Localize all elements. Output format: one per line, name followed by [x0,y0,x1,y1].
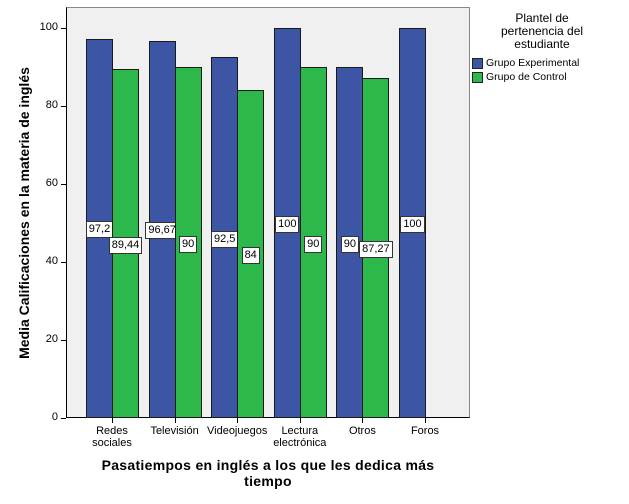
x-tick-label: Videojuegos [207,425,268,437]
y-tick-label: 40 [45,255,58,267]
bar-value-label: 87,27 [359,240,393,258]
legend-item-control: Grupo de Control [472,71,622,83]
x-axis-label-line1: Pasatiempos en inglés a los que les dedi… [101,457,435,473]
legend-title-line: pertenencia del [500,24,584,38]
x-tick-mark [425,418,426,423]
legend: Plantel de pertenencia del estudiante Gr… [472,12,622,83]
legend-item-experimental: Grupo Experimental [472,57,622,69]
bar-value-label: 97,2 [85,221,114,239]
x-tick-mark [174,418,176,423]
x-tick-mark [237,418,239,423]
y-tick-label: 60 [45,177,58,189]
x-tick-label: Otros [348,425,376,437]
legend-label: Grupo de Control [486,71,567,83]
x-tick-label: Lectura electrónica [273,425,327,449]
bar-value-label: 90 [340,235,360,253]
y-tick-mark [61,262,66,263]
y-tick-label: 20 [45,333,58,345]
y-tick-mark [61,340,66,341]
bar-value-label: 96,67 [145,222,179,240]
y-tick-mark [61,28,66,29]
bar-value-label: 84 [241,247,260,265]
x-tick-label: Redes sociales [92,425,132,449]
x-tick-label: Televisión [150,425,199,437]
bar-value-label: 90 [304,235,323,253]
bar-value-label: 89,44 [108,236,143,254]
x-axis-label-line2: tiempo [244,473,292,489]
x-tick-mark [362,418,364,423]
bar-value-label: 100 [400,216,425,233]
y-tick-label: 100 [39,21,58,33]
y-tick-mark [61,106,66,107]
legend-title-line: Plantel de [515,11,569,25]
y-tick-mark [61,418,66,419]
legend-swatch-experimental [472,57,483,69]
x-tick-mark [299,418,301,423]
bar-value-label: 92,5 [210,230,239,248]
x-tick-mark [112,418,113,423]
y-tick-mark [61,184,66,185]
y-tick-label: 80 [45,99,58,111]
legend-title-line: estudiante [514,37,570,51]
bar-value-label: 100 [275,216,300,233]
legend-label: Grupo Experimental [486,57,580,69]
y-tick-label: 0 [51,411,58,423]
legend-swatch-control [472,71,483,83]
x-tick-label: Foros [410,425,440,437]
legend-title: Plantel de pertenencia del estudiante [472,12,612,51]
bar-value-label: 90 [178,235,198,253]
x-axis-label: Pasatiempos en inglés a los que les dedi… [66,457,470,489]
